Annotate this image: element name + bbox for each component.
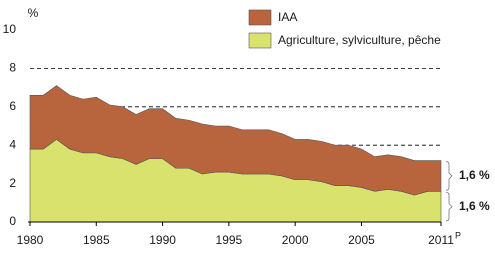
end-label: 1,6 % <box>459 168 490 182</box>
y-tick-label: 10 <box>3 22 17 36</box>
x-tick-label: 1985 <box>83 233 110 247</box>
legend-label: IAA <box>278 10 297 24</box>
x-tick-suffix: P <box>455 230 461 240</box>
end-label: 1,6 % <box>459 199 490 213</box>
x-tick-label: 1980 <box>17 233 44 247</box>
y-tick-label: 8 <box>9 61 16 75</box>
x-tick-label: 1990 <box>149 233 176 247</box>
y-tick-label: 6 <box>9 99 16 113</box>
x-tick-label: 2005 <box>348 233 375 247</box>
legend-label: Agriculture, sylviculture, pêche <box>278 33 441 47</box>
area <box>29 85 442 196</box>
brace <box>445 161 453 191</box>
legend-swatch <box>248 32 272 49</box>
x-tick-label: 2000 <box>282 233 309 247</box>
y-unit: % <box>28 6 39 20</box>
y-tick-label: 4 <box>9 137 16 151</box>
y-tick-label: 2 <box>9 176 16 190</box>
x-tick-label: 2011 <box>428 233 454 247</box>
x-tick-label: 1995 <box>216 233 243 247</box>
y-tick-label: 0 <box>9 214 16 228</box>
brace <box>445 191 453 222</box>
legend-swatch <box>248 9 272 26</box>
